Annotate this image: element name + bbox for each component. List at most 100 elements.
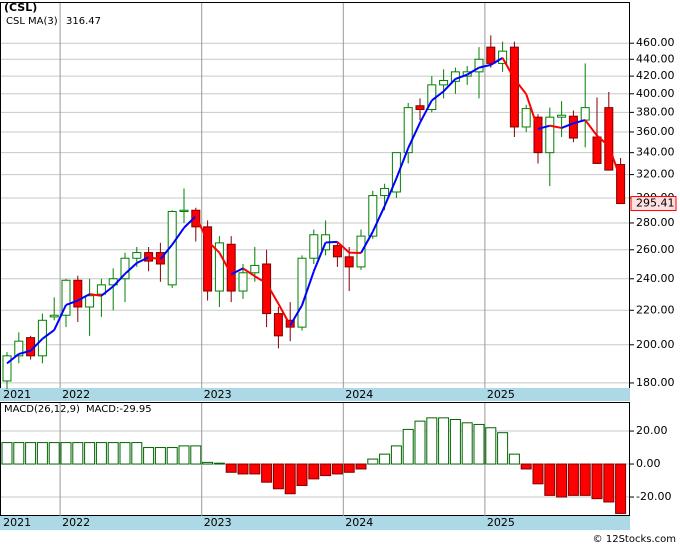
ma-segment — [265, 282, 280, 305]
macd-bar — [343, 463, 355, 473]
macd-bar — [284, 463, 296, 495]
ma-segment — [407, 122, 421, 149]
price-panel — [0, 2, 630, 389]
ma-segment — [206, 240, 221, 254]
ma-segment — [277, 303, 292, 326]
ma-segment — [230, 267, 244, 276]
candle-body — [533, 116, 543, 154]
macd-bar — [579, 463, 591, 496]
macd-bar — [119, 442, 131, 465]
ma-segment — [183, 215, 197, 229]
candle-body — [297, 257, 307, 328]
ma-segment — [336, 241, 350, 254]
candle-body — [568, 115, 578, 139]
legend-name: CSL — [6, 16, 25, 27]
macd-bar — [414, 420, 426, 465]
chart-title: (CSL) — [4, 1, 37, 14]
ma-segment — [242, 267, 256, 278]
macd-bar — [603, 463, 615, 503]
ma-segment — [360, 231, 374, 254]
macd-bar — [485, 427, 497, 465]
y-tick-label: 220.00 — [636, 303, 675, 316]
macd-bar — [390, 445, 402, 465]
y-tick-label: 320.00 — [636, 168, 675, 181]
macd-bar — [615, 463, 627, 514]
ma-segment — [136, 256, 150, 264]
ma-segment — [6, 353, 20, 365]
macd-bar — [48, 442, 60, 465]
ma-segment — [490, 57, 504, 66]
macd-legend: MACD(26,12,9) — [4, 404, 80, 415]
macd-bar — [355, 463, 367, 470]
ma-segment — [395, 147, 410, 179]
candle-body — [557, 114, 567, 118]
candle-body — [85, 295, 95, 308]
x-tick-label: 2023 — [204, 516, 232, 529]
candle-body — [273, 313, 283, 337]
macd-bar — [60, 442, 72, 465]
y-tick-label: 440.00 — [636, 52, 675, 65]
macd-bar — [426, 417, 438, 465]
ma-segment — [371, 205, 386, 233]
macd-bar — [320, 463, 332, 477]
macd-value: MACD:-29.95 — [86, 404, 152, 415]
watermark: © 12Stocks.com — [593, 534, 676, 545]
y-tick-label: 200.00 — [636, 338, 675, 351]
macd-bar — [166, 447, 178, 465]
candle-body — [391, 152, 401, 193]
ma-segment — [561, 122, 574, 129]
y-tick-label: 0.00 — [636, 457, 661, 470]
macd-bar — [402, 428, 414, 465]
macd-bar — [131, 442, 143, 465]
ma-segment — [171, 227, 185, 246]
ma-segment — [29, 338, 44, 352]
ma-segment — [537, 124, 551, 130]
macd-bar — [190, 445, 202, 465]
macd-bar — [225, 463, 237, 473]
macd-bar — [331, 463, 343, 475]
macd-bar — [308, 463, 320, 480]
candle-body — [120, 257, 130, 280]
candle-body — [616, 164, 626, 205]
x-axis-strip — [0, 388, 630, 401]
macd-bar — [13, 442, 25, 465]
macd-bar — [249, 463, 261, 475]
ma-segment — [301, 270, 315, 306]
ma-segment — [383, 177, 398, 207]
macd-bar — [520, 463, 532, 470]
candle-body — [49, 314, 59, 318]
candle-body — [380, 187, 390, 197]
macd-bar — [556, 463, 568, 498]
macd-bar — [296, 463, 308, 486]
candle-body — [498, 50, 508, 64]
ma-segment — [159, 244, 173, 260]
macd-bar — [567, 463, 579, 496]
ma-segment — [89, 293, 102, 297]
candle-body — [344, 256, 354, 268]
x-tick-label: 2021 — [3, 516, 31, 529]
y-tick-label: 380.00 — [636, 105, 675, 118]
candle-body — [144, 252, 154, 262]
macd-bar — [95, 442, 107, 465]
macd-bar — [1, 442, 13, 465]
y-tick-label: 400.00 — [636, 87, 675, 100]
x-axis-strip — [0, 516, 630, 530]
y-tick-label: 20.00 — [636, 424, 668, 437]
macd-bar — [461, 422, 473, 465]
ma-segment — [549, 124, 562, 129]
ma-segment — [254, 275, 268, 285]
candle-body — [604, 107, 614, 171]
candle-body — [61, 279, 71, 316]
ma-segment — [501, 57, 516, 80]
ma-segment — [100, 285, 114, 297]
ma-segment — [124, 262, 138, 275]
macd-bar — [367, 458, 379, 465]
ma-segment — [596, 134, 610, 147]
x-tick-label: 2024 — [345, 388, 373, 401]
y-tick-label: 360.00 — [636, 125, 675, 138]
macd-bar — [508, 453, 520, 465]
candle-body — [415, 105, 425, 111]
candle-body — [14, 340, 24, 357]
macd-bar — [532, 463, 544, 485]
macd-bar — [72, 442, 84, 465]
